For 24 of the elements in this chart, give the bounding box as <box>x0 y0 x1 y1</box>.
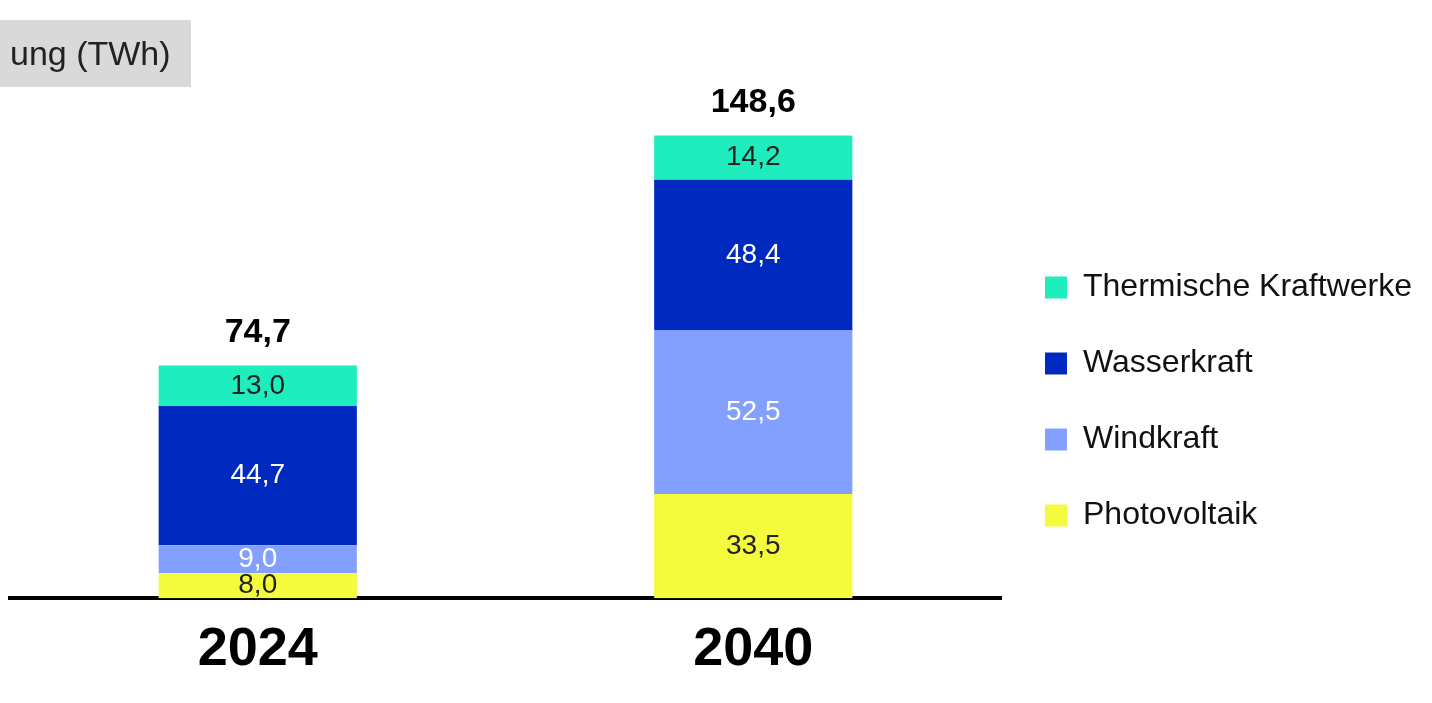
x-tick-label: 2024 <box>197 616 318 677</box>
data-label: 52,5 <box>726 394 781 426</box>
legend-label: Wasserkraft <box>1083 343 1253 380</box>
bar <box>158 545 357 574</box>
bar <box>158 573 357 599</box>
bar <box>654 179 853 331</box>
data-label: 48,4 <box>726 237 781 269</box>
data-label: 44,7 <box>230 458 285 490</box>
bar <box>158 365 357 407</box>
data-label: 14,2 <box>726 140 781 172</box>
total-label: 74,7 <box>224 310 291 349</box>
total-label: 148,6 <box>710 80 796 119</box>
data-label: 9,0 <box>238 542 278 573</box>
legend-label: Thermische Kraftwerke <box>1083 267 1412 304</box>
bar <box>654 493 853 599</box>
legend-label: Windkraft <box>1083 419 1219 456</box>
data-label: 13,0 <box>230 368 285 400</box>
bar <box>158 406 357 546</box>
data-label: 33,5 <box>726 528 781 560</box>
x-tick-label: 2040 <box>693 616 814 677</box>
bar <box>654 330 853 494</box>
bar <box>654 135 853 180</box>
chart-title: ung (TWh) <box>0 20 191 87</box>
legend-label: Photovoltaik <box>1083 495 1259 532</box>
